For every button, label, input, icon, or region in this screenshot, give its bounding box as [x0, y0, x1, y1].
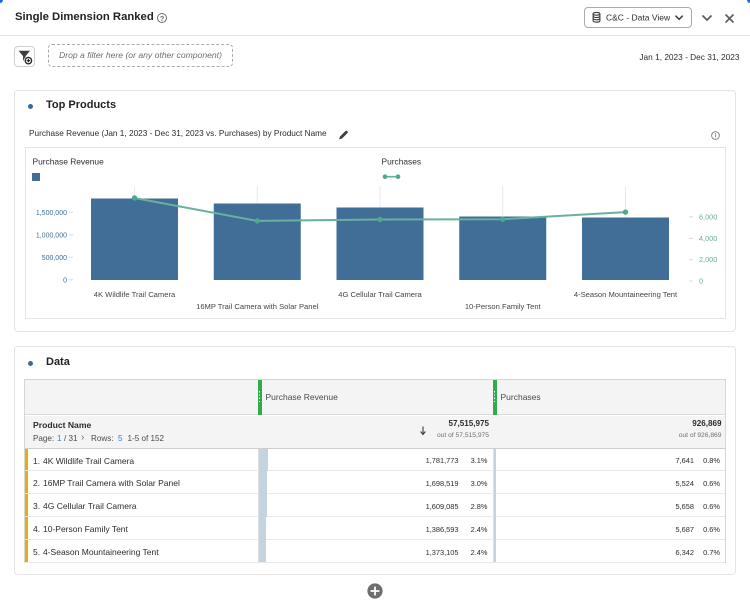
svg-text:16MP Trail Camera with Solar P: 16MP Trail Camera with Solar Panel: [196, 302, 319, 311]
svg-text:10-Person Family Tent: 10-Person Family Tent: [465, 302, 542, 311]
svg-text:0: 0: [699, 277, 703, 286]
svg-text:4-Season Mountaineering Tent: 4-Season Mountaineering Tent: [574, 290, 678, 299]
svg-text:1,500,000: 1,500,000: [36, 210, 67, 217]
svg-text:Purchases: Purchases: [382, 157, 422, 167]
svg-text:4K Wildlife Trail Camera: 4K Wildlife Trail Camera: [94, 290, 176, 299]
svg-text:4G Cellular Trail Camera: 4G Cellular Trail Camera: [338, 290, 422, 299]
svg-text:0: 0: [63, 277, 67, 284]
svg-text:2,000: 2,000: [699, 255, 717, 264]
svg-text:C&C - Data View: C&C - Data View: [606, 13, 671, 23]
svg-text:4,000: 4,000: [699, 234, 717, 243]
svg-text:500,000: 500,000: [42, 255, 67, 262]
svg-text:1,000,000: 1,000,000: [36, 232, 67, 239]
svg-text:Purchase Revenue: Purchase Revenue: [33, 157, 105, 167]
svg-text:6,000: 6,000: [699, 212, 717, 221]
